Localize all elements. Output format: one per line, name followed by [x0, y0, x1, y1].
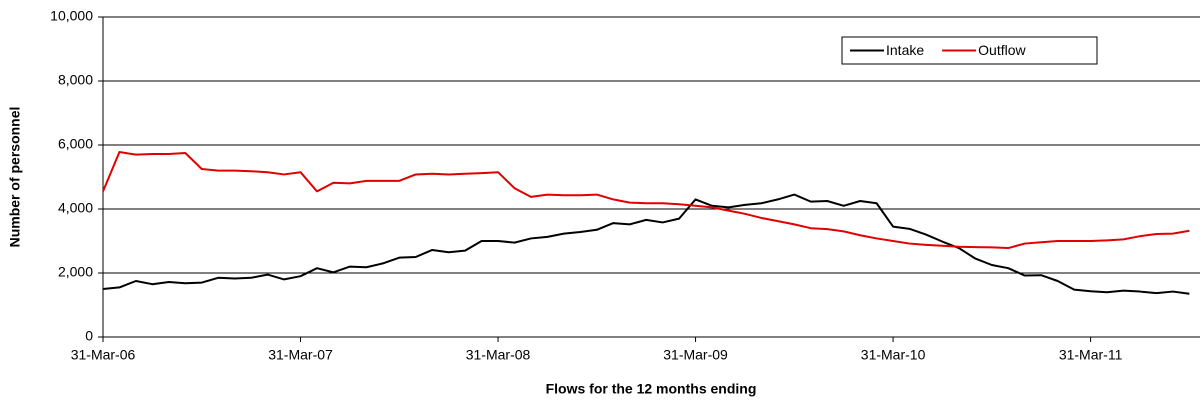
y-tick-label: 8,000	[58, 72, 93, 88]
legend-label: Outflow	[978, 42, 1026, 58]
x-tick-label: 31-Mar-10	[861, 347, 926, 363]
x-tick-label: 31-Mar-06	[71, 347, 136, 363]
y-tick-label: 10,000	[50, 8, 93, 24]
line-series	[102, 151, 1190, 250]
x-tick-label: 31-Mar-08	[466, 347, 531, 363]
y-axis-title: Number of personnel	[7, 107, 23, 248]
line-series	[102, 193, 1190, 295]
x-tick-label: 31-Mar-11	[1059, 347, 1123, 363]
legend-label: Intake	[886, 42, 924, 58]
legend-box	[841, 36, 1098, 65]
x-axis-title: Flows for the 12 months ending	[546, 381, 757, 397]
x-tick-label: 31-Mar-07	[268, 347, 333, 363]
y-tick-label: 4,000	[58, 200, 93, 216]
y-tick-label: 6,000	[58, 136, 93, 152]
x-tick-label: 31-Mar-09	[663, 347, 728, 363]
y-tick-label: 0	[85, 328, 93, 344]
y-tick-label: 2,000	[58, 264, 93, 280]
